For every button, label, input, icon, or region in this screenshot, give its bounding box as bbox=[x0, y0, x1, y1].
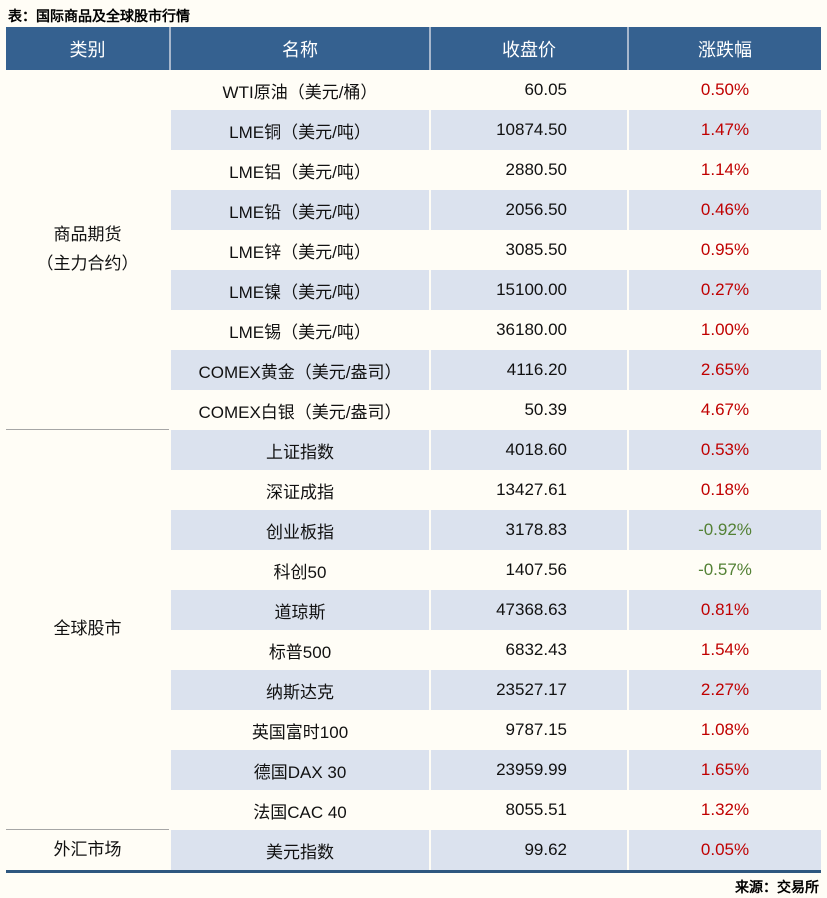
instrument-name-cell: 上证指数 bbox=[169, 430, 429, 470]
category-line: 外汇市场 bbox=[53, 839, 122, 859]
instrument-name-cell: 美元指数 bbox=[169, 830, 429, 870]
table-row: LME锌（美元/吨） 3085.50 0.95% bbox=[6, 230, 821, 270]
instrument-name-cell: COMEX黄金（美元/盎司） bbox=[169, 350, 429, 390]
close-price-cell: 4018.60 bbox=[429, 430, 627, 470]
close-price-cell: 4116.20 bbox=[429, 350, 627, 390]
change-percent-cell: 2.27% bbox=[627, 670, 821, 710]
change-percent-cell: 1.65% bbox=[627, 750, 821, 790]
table-row: LME锡（美元/吨） 36180.00 1.00% bbox=[6, 310, 821, 350]
close-price-cell: 2056.50 bbox=[429, 190, 627, 230]
change-percent-cell: 4.67% bbox=[627, 390, 821, 430]
change-percent-cell: 0.46% bbox=[627, 190, 821, 230]
table-row: 纳斯达克 23527.17 2.27% bbox=[6, 670, 821, 710]
source-note: 来源：交易所 bbox=[735, 879, 819, 895]
instrument-name-cell: LME镍（美元/吨） bbox=[169, 270, 429, 310]
table-row: 外汇市场 美元指数 99.62 0.05% bbox=[6, 830, 821, 870]
instrument-name-cell: 道琼斯 bbox=[169, 590, 429, 630]
close-price-cell: 23959.99 bbox=[429, 750, 627, 790]
table-row: LME铝（美元/吨） 2880.50 1.14% bbox=[6, 150, 821, 190]
change-percent-cell: 1.47% bbox=[627, 110, 821, 150]
instrument-name-cell: WTI原油（美元/桶） bbox=[169, 70, 429, 110]
change-percent-cell: 1.08% bbox=[627, 710, 821, 750]
close-price-cell: 3178.83 bbox=[429, 510, 627, 550]
change-percent-cell: 2.65% bbox=[627, 350, 821, 390]
table-row: 法国CAC 40 8055.51 1.32% bbox=[6, 790, 821, 830]
category-line: 商品期货 bbox=[53, 224, 122, 244]
table-row: LME铅（美元/吨） 2056.50 0.46% bbox=[6, 190, 821, 230]
table-row: 德国DAX 30 23959.99 1.65% bbox=[6, 750, 821, 790]
table-row: 创业板指 3178.83 -0.92% bbox=[6, 510, 821, 550]
table-row: LME镍（美元/吨） 15100.00 0.27% bbox=[6, 270, 821, 310]
close-price-cell: 8055.51 bbox=[429, 790, 627, 830]
change-percent-cell: 1.00% bbox=[627, 310, 821, 350]
close-price-cell: 60.05 bbox=[429, 70, 627, 110]
table-row: 全球股市 上证指数 4018.60 0.53% bbox=[6, 430, 821, 830]
instrument-name-cell: LME锡（美元/吨） bbox=[169, 310, 429, 350]
close-price-cell: 23527.17 bbox=[429, 670, 627, 710]
instrument-name-cell: COMEX白银（美元/盎司） bbox=[169, 390, 429, 430]
category-line: 全球股市 bbox=[53, 619, 122, 639]
header-close-price: 收盘价 bbox=[429, 27, 627, 70]
close-price-cell: 99.62 bbox=[429, 830, 627, 870]
change-percent-cell: 1.14% bbox=[627, 150, 821, 190]
table-row: COMEX黄金（美元/盎司） 4116.20 2.65% bbox=[6, 350, 821, 390]
category-cell: 商品期货 （主力合约） bbox=[6, 70, 169, 430]
instrument-name-cell: 科创50 bbox=[169, 550, 429, 590]
change-percent-cell: 0.50% bbox=[627, 70, 821, 110]
change-percent-cell: -0.92% bbox=[627, 510, 821, 550]
market-table-wrap: 类别 名称 收盘价 涨跌幅 商品期货 （主力合约） WTI原油（美元/桶） 60.05… bbox=[6, 27, 821, 873]
table-row: LME铜（美元/吨） 10874.50 1.47% bbox=[6, 110, 821, 150]
table-row: 英国富时100 9787.15 1.08% bbox=[6, 710, 821, 750]
close-price-cell: 36180.00 bbox=[429, 310, 627, 350]
close-price-cell: 2880.50 bbox=[429, 150, 627, 190]
change-percent-cell: 0.18% bbox=[627, 470, 821, 510]
change-percent-cell: 0.27% bbox=[627, 270, 821, 310]
change-percent-cell: 0.95% bbox=[627, 230, 821, 270]
change-percent-cell: -0.57% bbox=[627, 550, 821, 590]
instrument-name-cell: 德国DAX 30 bbox=[169, 750, 429, 790]
header-change: 涨跌幅 bbox=[627, 27, 821, 70]
change-percent-cell: 1.32% bbox=[627, 790, 821, 830]
page-title: 表：国际商品及全球股市行情 bbox=[8, 8, 190, 24]
category-cell: 全球股市 bbox=[6, 430, 169, 830]
close-price-cell: 13427.61 bbox=[429, 470, 627, 510]
category-cell: 外汇市场 bbox=[6, 830, 169, 870]
instrument-name-cell: 法国CAC 40 bbox=[169, 790, 429, 830]
header-name: 名称 bbox=[169, 27, 429, 70]
table-row: 科创50 1407.56 -0.57% bbox=[6, 550, 821, 590]
close-price-cell: 47368.63 bbox=[429, 590, 627, 630]
close-price-cell: 15100.00 bbox=[429, 270, 627, 310]
instrument-name-cell: LME铝（美元/吨） bbox=[169, 150, 429, 190]
instrument-name-cell: LME铜（美元/吨） bbox=[169, 110, 429, 150]
close-price-cell: 50.39 bbox=[429, 390, 627, 430]
change-percent-cell: 0.05% bbox=[627, 830, 821, 870]
table-row: 道琼斯 47368.63 0.81% bbox=[6, 590, 821, 630]
instrument-name-cell: LME铅（美元/吨） bbox=[169, 190, 429, 230]
instrument-name-cell: 英国富时100 bbox=[169, 710, 429, 750]
table-header: 类别 名称 收盘价 涨跌幅 bbox=[6, 27, 821, 70]
header-category: 类别 bbox=[6, 27, 169, 70]
market-table: 类别 名称 收盘价 涨跌幅 商品期货 （主力合约） WTI原油（美元/桶） 60.05… bbox=[6, 27, 821, 870]
close-price-cell: 1407.56 bbox=[429, 550, 627, 590]
change-percent-cell: 0.53% bbox=[627, 430, 821, 470]
change-percent-cell: 1.54% bbox=[627, 630, 821, 670]
instrument-name-cell: 纳斯达克 bbox=[169, 670, 429, 710]
table-body: 商品期货 （主力合约） WTI原油（美元/桶） 60.05 0.50% LME铜（美元/吨… bbox=[6, 70, 821, 870]
instrument-name-cell: LME锌（美元/吨） bbox=[169, 230, 429, 270]
close-price-cell: 9787.15 bbox=[429, 710, 627, 750]
close-price-cell: 10874.50 bbox=[429, 110, 627, 150]
table-row: 深证成指 13427.61 0.18% bbox=[6, 470, 821, 510]
table-row: 商品期货 （主力合约） WTI原油（美元/桶） 60.05 0.50% bbox=[6, 70, 821, 430]
table-row: COMEX白银（美元/盎司） 50.39 4.67% bbox=[6, 390, 821, 430]
close-price-cell: 3085.50 bbox=[429, 230, 627, 270]
change-percent-cell: 0.81% bbox=[627, 590, 821, 630]
instrument-name-cell: 创业板指 bbox=[169, 510, 429, 550]
instrument-name-cell: 深证成指 bbox=[169, 470, 429, 510]
close-price-cell: 6832.43 bbox=[429, 630, 627, 670]
table-row: 标普500 6832.43 1.54% bbox=[6, 630, 821, 670]
category-line: （主力合约） bbox=[36, 253, 139, 273]
instrument-name-cell: 标普500 bbox=[169, 630, 429, 670]
